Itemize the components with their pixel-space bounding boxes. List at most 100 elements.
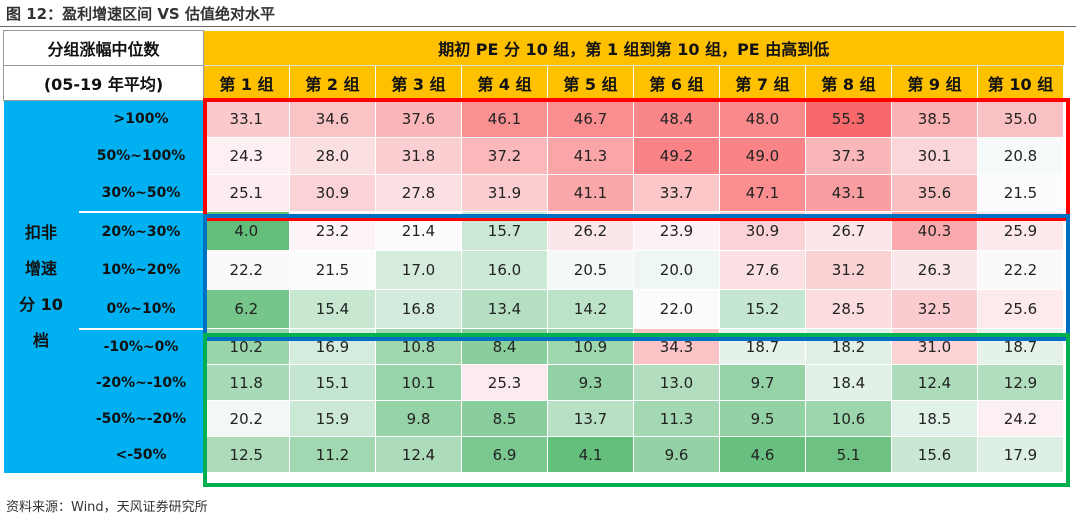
data-cell: 20.5: [547, 250, 634, 290]
data-cell: 47.1: [719, 174, 806, 212]
data-cell: 21.4: [375, 211, 462, 251]
data-cell: 28.5: [805, 289, 892, 329]
data-cell: 27.8: [375, 174, 462, 212]
table-row: 扣非 增速分 10 档 >100% 33.1 34.6 37.6 46.1 46.7 48.4 48…: [3, 100, 1064, 473]
data-cell: 14.2: [547, 289, 634, 329]
column-header: 第 10 组: [977, 65, 1064, 101]
column-header: 第 3 组: [375, 65, 462, 101]
header-top-title: 期初 PE 分 10 组，第 1 组到第 10 组，PE 由高到低: [203, 30, 1064, 66]
data-cell: 18.4: [805, 364, 892, 401]
data-cell: 20.0: [633, 250, 720, 290]
data-cell: 26.7: [805, 211, 892, 251]
data-cell: 18.2: [805, 328, 892, 365]
data-cell: 4.6: [719, 436, 806, 473]
data-cell: 33.1: [203, 100, 290, 138]
data-cell: 30.9: [289, 174, 376, 212]
data-cell: 35.0: [977, 100, 1064, 138]
side-label-line: 分 10: [19, 294, 63, 314]
data-cell: 38.5: [891, 100, 978, 138]
data-cell: 26.3: [891, 250, 978, 290]
data-cell: 31.2: [805, 250, 892, 290]
row-label: >100%: [78, 100, 204, 138]
data-cell: 20.2: [203, 400, 290, 437]
data-cell: 37.2: [461, 137, 548, 175]
data-cell: 24.2: [977, 400, 1064, 437]
data-cell: 9.3: [547, 364, 634, 401]
table-row: 30%~50% 25.1 30.9 27.8 31.9 41.1 33.7 47.1 43.1 3…: [4, 174, 1064, 212]
data-cell: 30.1: [891, 137, 978, 175]
data-cell: 6.2: [203, 289, 290, 329]
column-header: 第 4 组: [461, 65, 548, 101]
data-cell: 49.0: [719, 137, 806, 175]
data-cell: 25.3: [461, 364, 548, 401]
data-cell: 13.0: [633, 364, 720, 401]
data-cell: 9.6: [633, 436, 720, 473]
row-label: 50%~100%: [78, 137, 204, 175]
data-cell: 17.9: [977, 436, 1064, 473]
data-cell: 25.9: [977, 211, 1064, 251]
data-cell: 37.6: [375, 100, 462, 138]
data-cell: 20.8: [977, 137, 1064, 175]
data-cell: 18.7: [977, 328, 1064, 365]
data-cell: 11.8: [203, 364, 290, 401]
data-cell: 24.3: [203, 137, 290, 175]
column-header: 第 8 组: [805, 65, 892, 101]
table-row: -20%~-10% 11.8 15.1 10.1 25.3 9.3 13.0 9.7 18.4 1…: [4, 364, 1064, 401]
data-cell: 5.1: [805, 436, 892, 473]
data-cell: 6.9: [461, 436, 548, 473]
data-cell: 8.4: [461, 328, 548, 365]
table-row: <-50% 12.5 11.2 12.4 6.9 4.1 9.6 4.6 5.1 15.6 17.9: [4, 436, 1064, 473]
data-cell: 17.0: [375, 250, 462, 290]
data-cell: 28.0: [289, 137, 376, 175]
data-cell: 15.2: [719, 289, 806, 329]
header-row-columns: (05-19 年平均) 第 1 组第 2 组第 3 组第 4 组第 5 组第 6…: [3, 65, 1064, 101]
side-label-line: 增速: [24, 258, 57, 278]
data-cell: 37.3: [805, 137, 892, 175]
data-cell: 10.1: [375, 364, 462, 401]
data-cell: 16.0: [461, 250, 548, 290]
data-cell: 40.3: [891, 211, 978, 251]
table-row: 50%~100% 24.3 28.0 31.8 37.2 41.3 49.2 49.0 37.3…: [4, 137, 1064, 175]
data-cell: 32.5: [891, 289, 978, 329]
data-cell: 43.1: [805, 174, 892, 212]
data-cell: 21.5: [289, 250, 376, 290]
data-cell: 18.7: [719, 328, 806, 365]
row-label: -50%~-20%: [78, 400, 204, 437]
row-label: -20%~-10%: [78, 364, 204, 401]
row-label: 20%~30%: [78, 210, 204, 251]
data-cell: 10.2: [203, 328, 290, 365]
data-cell: 16.9: [289, 328, 376, 365]
data-cell: 9.8: [375, 400, 462, 437]
data-cell: 30.9: [719, 211, 806, 251]
title-divider: [0, 26, 1076, 27]
data-cell: 23.2: [289, 211, 376, 251]
data-cell: 18.5: [891, 400, 978, 437]
data-cell: 4.0: [203, 211, 290, 251]
data-cell: 35.6: [891, 174, 978, 212]
data-cell: 15.6: [891, 436, 978, 473]
data-cell: 48.4: [633, 100, 720, 138]
side-label-line: 档: [32, 330, 49, 350]
data-cell: 48.0: [719, 100, 806, 138]
column-header: 第 2 组: [289, 65, 376, 101]
side-label: 扣非 增速分 10 档: [3, 100, 79, 473]
column-header: 第 5 组: [547, 65, 634, 101]
data-cell: 12.4: [891, 364, 978, 401]
data-cell: 15.4: [289, 289, 376, 329]
source-note: 资料来源：Wind，天风证券研究所: [6, 500, 208, 515]
heatmap-table: 分组涨幅中位数 期初 PE 分 10 组，第 1 组到第 10 组，PE 由高到…: [3, 30, 1064, 473]
data-cell: 12.9: [977, 364, 1064, 401]
row-label: -10%~0%: [78, 327, 204, 365]
header-left-line1: 分组涨幅中位数: [3, 30, 204, 66]
column-header: 第 1 组: [203, 65, 290, 101]
table-row: -10%~0% 10.2 16.9 10.8 8.4 10.9 34.3 18.7 18.2 31…: [4, 327, 1064, 365]
data-cell: 16.8: [375, 289, 462, 329]
data-cell: 31.9: [461, 174, 548, 212]
data-cell: 4.1: [547, 436, 634, 473]
data-cell: 27.6: [719, 250, 806, 290]
data-cell: 22.2: [203, 250, 290, 290]
data-cell: 31.0: [891, 328, 978, 365]
data-cell: 33.7: [633, 174, 720, 212]
table-row: 20%~30% 4.0 23.2 21.4 15.7 26.2 23.9 30.9 26.7 40…: [4, 210, 1064, 251]
data-cell: 31.8: [375, 137, 462, 175]
